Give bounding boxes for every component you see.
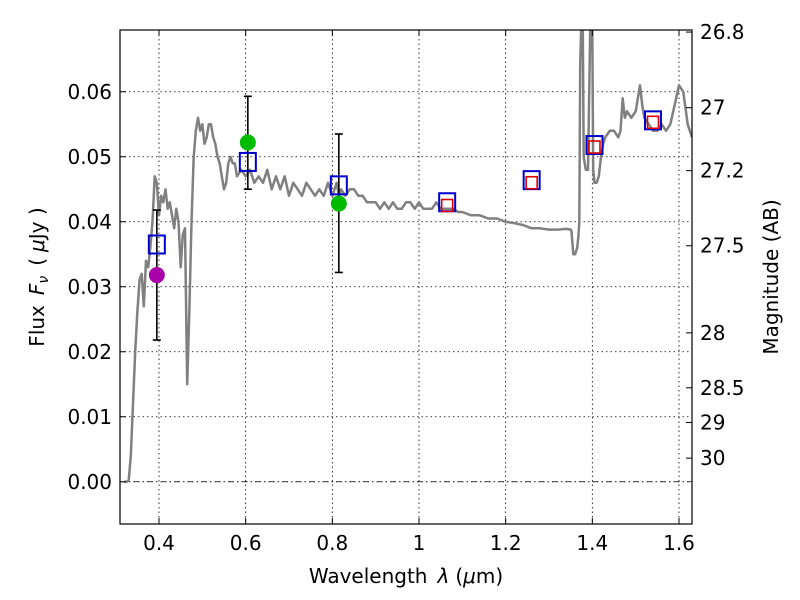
- x-tick-label: 1.4: [576, 531, 608, 555]
- y2-tick-label: 30: [700, 446, 725, 470]
- observed-photometry-square: [588, 140, 601, 154]
- y-tick-label: 0.01: [67, 405, 112, 429]
- y-title-subscript: ν: [36, 276, 52, 284]
- y2-tick-label: 27.5: [700, 234, 745, 258]
- ticks: 0.4 0.6 0.8 1 1.2 1.4 1.6 0.00 0.01 0.02 0.03 0.04 0…: [67, 20, 744, 555]
- y-title-open: (: [25, 258, 49, 266]
- x-title-unit: m): [476, 564, 503, 588]
- y-title-symbol: F: [25, 283, 49, 295]
- y-tick-label: 0.04: [67, 210, 112, 234]
- model-photometry-square: [147, 234, 166, 255]
- y-tick-label: 0.03: [67, 275, 112, 299]
- x-tick-label: 1.6: [663, 531, 695, 555]
- model-photometry-square: [644, 110, 662, 131]
- observed-photometry-circle: [239, 134, 256, 151]
- observed-photometry-square: [646, 115, 660, 130]
- observed-photometry-circle: [330, 195, 347, 212]
- y2-tick-label: 27: [700, 96, 725, 120]
- x-tick-label: 0.4: [143, 531, 175, 555]
- y-tick-label: 0.02: [67, 340, 112, 364]
- plot-frame: [119, 29, 693, 525]
- x-title-open: (: [455, 564, 463, 588]
- model-photometry-square: [585, 135, 604, 156]
- x-title-prefix: Wavelength: [309, 564, 428, 588]
- x-tick-label: 0.8: [316, 531, 348, 555]
- y2-tick-label: 29: [700, 410, 725, 434]
- model-photometry-square: [329, 175, 348, 196]
- y-title-mu: μ: [25, 239, 49, 253]
- y-title-unit: Jy ): [25, 207, 49, 241]
- x-tick-label: 1: [413, 531, 426, 555]
- y-title-prefix: Flux: [25, 305, 49, 347]
- y2-tick-label: 28: [700, 321, 725, 345]
- observed-photometry-circle: [148, 267, 165, 284]
- y-tick-label: 0.06: [67, 80, 112, 104]
- x-axis-title: Wavelength λ (μm): [309, 564, 503, 588]
- spectrum-layer: [124, 30, 692, 484]
- x-title-mu: μ: [462, 564, 476, 588]
- y-tick-label: 0.00: [67, 470, 112, 494]
- y2-tick-label: 27.2: [700, 159, 745, 183]
- observed-photometry-square: [525, 175, 538, 190]
- y2-axis-title: Magnitude (AB): [759, 199, 783, 354]
- spectrum-line: [124, 30, 692, 484]
- y-axis-title: Flux Fν ( μJy ): [25, 207, 52, 346]
- y2-tick-label: 28.5: [700, 376, 745, 400]
- y-tick-label: 0.05: [67, 145, 112, 169]
- marker-layer: [147, 95, 662, 341]
- grid: [120, 30, 692, 524]
- model-photometry-square: [238, 151, 257, 172]
- y2-tick-label: 26.8: [700, 20, 745, 44]
- observed-photometry-square: [440, 198, 454, 213]
- x-title-symbol: λ: [436, 564, 449, 588]
- x-tick-label: 1.2: [490, 531, 522, 555]
- x-tick-label: 0.6: [230, 531, 262, 555]
